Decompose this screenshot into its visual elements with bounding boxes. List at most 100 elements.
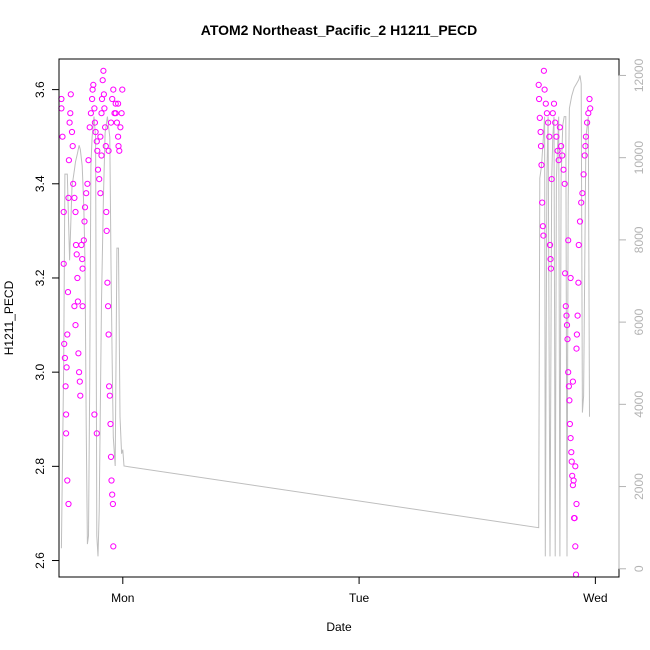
data-point [86,124,93,131]
data-point [567,274,574,282]
data-point [64,331,71,338]
data-point [101,105,108,112]
data-point [64,289,72,296]
data-point [569,378,577,385]
data-point [558,143,565,150]
data-point [109,491,116,498]
data-point [102,124,109,131]
data-point [581,152,588,159]
chart-title: ATOM2 Northeast_Pacific_2 H1211_PECD [201,22,478,38]
data-point [110,543,117,550]
data-point [65,194,72,201]
data-point [112,110,119,117]
data-point [547,256,554,263]
data-point [539,199,546,206]
series-line-layer [60,75,590,557]
y2-tick-label: 0 [632,565,646,572]
data-point [566,420,574,428]
y-axis-right: 0 2000 4000 6000 8000 10000 12000 [618,58,646,572]
y-axis-label: H1211_PECD [2,280,16,355]
data-point [546,241,554,249]
data-point [73,251,80,258]
data-point [103,227,110,234]
data-point [105,147,112,154]
data-point [567,435,574,442]
data-point [105,331,112,338]
data-point [563,312,570,319]
data-point [574,312,581,319]
data-point [118,110,125,117]
data-point [554,147,561,154]
data-point [58,95,65,103]
data-point [565,369,572,376]
data-point [72,241,80,249]
data-point [63,364,70,371]
data-point [538,161,545,169]
x-tick-label: Wed [583,591,607,605]
data-point [105,303,112,310]
data-point [83,190,90,197]
data-point [81,204,89,211]
data-point [66,119,73,126]
data-point [104,279,111,286]
data-point [565,383,573,390]
data-point [586,95,593,103]
y2-tick-label: 6000 [632,308,646,335]
data-point [584,119,591,126]
data-point [537,143,545,150]
data-point [536,95,543,103]
data-point [100,67,107,74]
data-point [570,477,577,484]
data-point [537,128,544,136]
data-point [550,100,558,107]
data-point [77,392,84,399]
data-point [91,105,98,112]
y-axis-left: 2.6 2.8 3.0 3.2 3.4 3.6 [33,81,60,569]
data-point [108,477,115,484]
y2-tick-label: 2000 [632,473,646,500]
data-point [72,322,79,329]
data-point [98,110,105,117]
data-point [545,119,552,126]
data-point [96,176,103,183]
y2-tick-label: 8000 [632,226,646,253]
data-point [79,303,86,310]
y2-tick-label: 4000 [632,391,646,418]
data-point [93,430,100,437]
data-point [579,190,586,197]
data-point [70,180,77,187]
data-point [571,515,578,522]
data-point [91,119,99,126]
data-point [94,147,101,154]
data-point [74,298,82,305]
data-point [116,147,123,154]
y2-tick-label: 10000 [632,141,646,175]
data-point [68,128,76,136]
data-point [71,303,78,310]
y-tick-label: 2.8 [33,458,47,475]
series-line [60,75,590,557]
data-point [72,208,79,216]
data-point [566,397,573,404]
data-point [117,124,124,131]
data-point [576,218,584,225]
data-point [63,411,70,418]
data-point [568,458,575,465]
y-tick-label: 2.6 [33,552,47,569]
data-point [587,105,594,112]
data-point [94,166,102,173]
data-point [67,110,74,117]
data-point [106,383,113,390]
data-point [61,340,68,347]
data-point [98,152,105,159]
data-point [87,110,95,117]
data-point [107,420,114,428]
y-tick-label: 3.6 [33,81,47,98]
data-point [59,133,66,140]
data-point [540,67,548,74]
data-point [115,133,122,140]
data-point [106,392,113,399]
data-point [552,119,559,126]
data-point [541,86,548,93]
y2-tick-label: 12000 [632,58,646,92]
